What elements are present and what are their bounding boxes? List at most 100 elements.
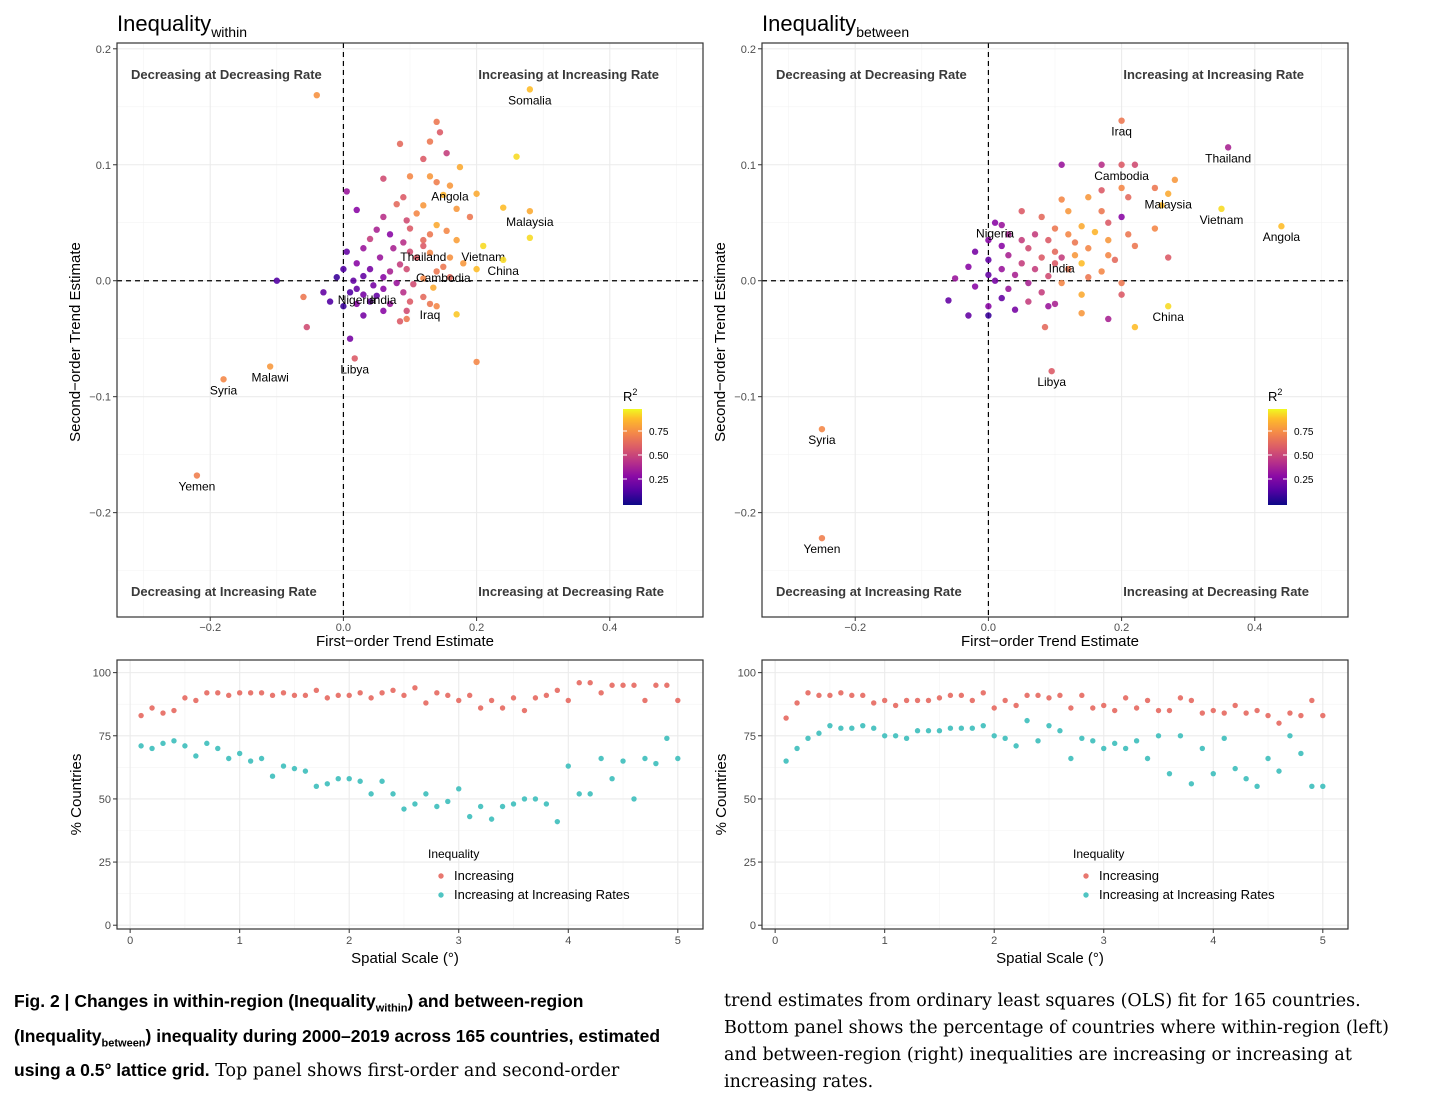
data-point bbox=[360, 312, 367, 319]
data-point bbox=[420, 236, 427, 244]
x-axis-title: Spatial Scale (°) bbox=[996, 950, 1104, 967]
data-point bbox=[1098, 268, 1105, 275]
increasing-rates-point bbox=[247, 758, 254, 764]
increasing-point bbox=[903, 697, 910, 704]
data-point bbox=[1058, 196, 1065, 203]
labeled-data-point bbox=[1218, 205, 1225, 213]
x-axis-title: First−order Trend Estimate bbox=[316, 633, 494, 650]
quadrant-label-bl: Decreasing at Increasing Rate bbox=[131, 584, 317, 599]
x-tick-label: 5 bbox=[1320, 935, 1326, 947]
increasing-rates-point bbox=[1309, 783, 1315, 789]
data-point bbox=[985, 303, 992, 310]
increasing-rates-point bbox=[783, 758, 789, 764]
x-tick-label: 1 bbox=[882, 935, 888, 947]
increasing-point bbox=[390, 687, 396, 694]
data-point bbox=[1011, 306, 1019, 313]
increasing-rates-point bbox=[1133, 738, 1140, 744]
quadrant-label-tl: Decreasing at Decreasing Rate bbox=[131, 67, 322, 82]
increasing-point bbox=[543, 692, 550, 699]
labeled-data-point bbox=[193, 472, 201, 479]
data-point bbox=[343, 188, 350, 195]
data-point bbox=[1025, 279, 1032, 287]
increasing-point bbox=[401, 692, 407, 699]
data-point bbox=[1045, 272, 1052, 280]
increasing-rates-point bbox=[1144, 755, 1151, 762]
increasing-rates-point bbox=[1155, 733, 1162, 739]
x-tick-label: 0 bbox=[772, 935, 778, 947]
data-point bbox=[1078, 291, 1085, 298]
increasing-rates-point bbox=[1254, 783, 1260, 789]
scatter-panel-between: Iraq Thailand Cambodia Malaysia Vietnam Angol… bbox=[712, 11, 1349, 650]
labeled-data-point bbox=[1165, 190, 1172, 197]
increasing-rates-point bbox=[521, 796, 528, 802]
increasing-rates-point bbox=[1243, 776, 1249, 782]
increasing-rates-point bbox=[827, 722, 833, 729]
data-point bbox=[1031, 231, 1039, 238]
data-point bbox=[406, 225, 414, 232]
quadrant-label-tr: Increasing at Increasing Rate bbox=[478, 67, 659, 82]
increasing-rates-point bbox=[914, 728, 921, 734]
data-point bbox=[1131, 323, 1139, 331]
increasing-point bbox=[1177, 695, 1184, 701]
data-point bbox=[1111, 256, 1119, 264]
quadrant-label-tl: Decreasing at Decreasing Rate bbox=[776, 67, 967, 82]
increasing-rates-point bbox=[368, 791, 374, 797]
data-point bbox=[400, 194, 407, 201]
data-point bbox=[1085, 194, 1092, 201]
increasing-point bbox=[1122, 695, 1129, 701]
panel-border bbox=[761, 42, 1349, 618]
data-point bbox=[410, 280, 417, 288]
increasing-point bbox=[587, 680, 593, 686]
data-point bbox=[1105, 252, 1112, 259]
point-label-yemen: Yemen bbox=[178, 480, 215, 494]
point-label-thailand: Thailand bbox=[400, 250, 446, 264]
labeled-data-point bbox=[220, 376, 227, 383]
data-point bbox=[998, 265, 1005, 273]
increasing-point bbox=[434, 690, 440, 696]
increasing-point bbox=[1199, 710, 1206, 716]
increasing-rates-point bbox=[1210, 770, 1216, 777]
data-point bbox=[951, 275, 959, 282]
data-point bbox=[1151, 225, 1159, 232]
increasing-point bbox=[280, 690, 287, 696]
x-tick-label: 5 bbox=[675, 935, 681, 947]
data-point bbox=[1078, 260, 1085, 267]
increasing-rates-point bbox=[412, 801, 418, 807]
data-point bbox=[1125, 231, 1132, 238]
increasing-point bbox=[313, 687, 320, 694]
y-tick-label: 75 bbox=[744, 731, 756, 743]
point-label-vietnam: Vietnam bbox=[1200, 213, 1244, 227]
legend-title-main: R bbox=[1268, 389, 1277, 404]
increasing-rates-point bbox=[958, 725, 965, 731]
increasing-point bbox=[1188, 697, 1195, 704]
data-point bbox=[380, 274, 387, 281]
data-point bbox=[406, 298, 414, 305]
increasing-point bbox=[1221, 710, 1227, 716]
figure: Somalia Angola Malaysia Thailand Vietnam Camb… bbox=[67, 11, 1349, 967]
increasing-rates-point bbox=[816, 730, 822, 736]
data-point bbox=[1038, 289, 1045, 296]
increasing-point bbox=[1133, 705, 1140, 711]
data-point bbox=[473, 358, 480, 366]
data-point bbox=[1085, 274, 1092, 281]
data-point bbox=[360, 291, 367, 298]
data-point bbox=[985, 256, 992, 264]
data-point bbox=[1025, 298, 1032, 305]
increasing-rates-point bbox=[379, 778, 385, 784]
increasing-rates-point bbox=[1166, 770, 1173, 777]
increasing-point bbox=[236, 690, 243, 696]
y-axis-title: % Countries bbox=[713, 754, 730, 836]
legend-key-1 bbox=[1083, 892, 1089, 898]
labeled-data-point bbox=[500, 256, 507, 264]
data-point bbox=[406, 248, 414, 255]
increasing-point bbox=[215, 690, 221, 696]
data-point bbox=[473, 190, 480, 197]
x-tick-label: 3 bbox=[456, 935, 462, 947]
data-point bbox=[1118, 184, 1125, 192]
increasing-rates-point bbox=[849, 725, 855, 731]
data-point bbox=[998, 221, 1005, 229]
data-point bbox=[433, 268, 440, 275]
point-label-somalia: Somalia bbox=[508, 93, 552, 107]
data-point bbox=[433, 118, 440, 126]
colorbar-tick-label: 0.50 bbox=[1294, 451, 1314, 462]
